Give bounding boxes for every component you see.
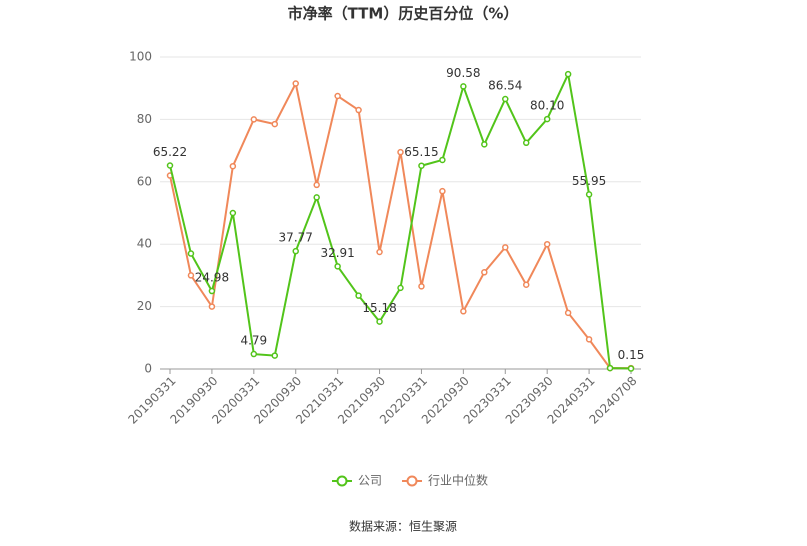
point [481, 269, 488, 276]
series-line [169, 70, 632, 370]
point [564, 309, 572, 317]
data-label: 55.95 [572, 174, 606, 188]
point [271, 352, 279, 359]
point [627, 365, 635, 372]
point [543, 240, 551, 248]
point [250, 116, 258, 123]
point [397, 284, 404, 292]
point [208, 303, 216, 310]
data-label: 15.18 [362, 301, 396, 315]
point [229, 209, 237, 217]
legend-label: 行业中位数 [428, 473, 488, 488]
point [292, 247, 299, 255]
y-tick-label: 80 [137, 112, 152, 126]
point [355, 292, 362, 299]
data-label: 90.58 [446, 66, 480, 80]
point [418, 283, 425, 290]
point [187, 272, 195, 279]
point [334, 263, 341, 270]
point [250, 350, 258, 358]
point [355, 106, 362, 114]
data-label: 80.10 [530, 99, 564, 113]
point [418, 162, 425, 169]
point [564, 70, 572, 78]
data-label: 37.77 [279, 231, 313, 245]
data-label: 24.98 [195, 271, 229, 285]
point [522, 139, 530, 147]
data-label: 86.54 [488, 78, 522, 92]
point [460, 83, 467, 90]
chart-title: 市净率（TTM）历史百分位（%） [288, 5, 519, 23]
point [585, 191, 593, 198]
series-line [169, 80, 631, 370]
point [313, 194, 320, 201]
point [334, 92, 341, 100]
point [292, 80, 299, 87]
y-tick-label: 0 [144, 362, 152, 376]
point [208, 287, 216, 295]
data-label: 4.79 [240, 334, 267, 348]
data-label: 65.15 [404, 145, 438, 159]
point [187, 250, 195, 257]
legend-label: 公司 [358, 474, 382, 488]
point [313, 181, 320, 189]
point [229, 162, 237, 170]
data-label: 0.15 [618, 348, 645, 362]
y-tick-label: 100 [129, 50, 152, 64]
point [439, 156, 446, 164]
point [502, 244, 509, 251]
point [481, 141, 488, 148]
point [606, 364, 614, 372]
source: 数据来源：恒生聚源 [349, 519, 457, 534]
point [502, 95, 509, 103]
point [397, 148, 404, 156]
legend-marker [336, 475, 348, 487]
point [543, 115, 551, 123]
point [376, 318, 383, 325]
y-tick-label: 60 [137, 174, 152, 188]
data-label: 32.91 [320, 246, 354, 260]
legend-marker [406, 475, 418, 487]
point [460, 308, 467, 315]
point [522, 281, 530, 289]
point [376, 248, 383, 256]
point [271, 120, 279, 128]
point [166, 162, 174, 169]
point [585, 336, 593, 343]
point [439, 187, 446, 195]
y-tick-label: 40 [137, 237, 152, 251]
data-label: 65.22 [153, 145, 187, 159]
y-tick-label: 20 [137, 299, 152, 313]
